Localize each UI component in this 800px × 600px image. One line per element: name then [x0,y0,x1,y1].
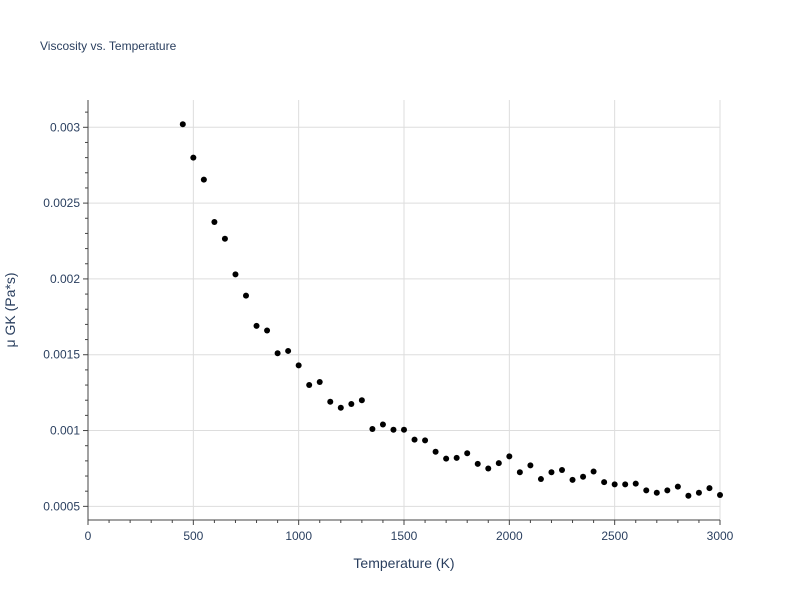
data-point [464,450,471,457]
data-point [706,485,713,492]
data-point [348,401,355,408]
data-point [653,489,660,496]
data-point [643,487,650,494]
data-point [695,489,702,496]
data-point [516,469,523,476]
grid-layer [88,100,721,520]
data-point [337,404,344,411]
y-tick-label: 0.002 [50,272,80,286]
data-point [506,453,513,460]
chart-title: Viscosity vs. Temperature [40,39,177,53]
y-tick-label: 0.0025 [43,196,80,210]
x-axis-title: Temperature (K) [353,555,454,571]
data-point [685,492,692,499]
data-point [211,219,218,226]
data-point [432,448,439,455]
y-tick-label: 0.0015 [43,348,80,362]
data-point [401,426,407,433]
data-point [664,487,671,494]
data-point [274,350,281,357]
data-point [369,426,376,433]
data-point [179,121,186,128]
data-point [443,455,450,462]
data-point [548,469,555,476]
data-point [232,271,239,278]
x-tick-label: 2000 [496,529,523,543]
x-tick-label: 3000 [707,529,734,543]
data-point [243,292,249,299]
data-point [327,398,334,405]
y-axis-title: μ GK (Pa*s) [2,273,18,348]
x-tick-label: 1000 [285,529,312,543]
data-point [569,476,576,483]
x-tick-label: 2500 [601,529,628,543]
data-point [390,426,397,433]
data-point [495,460,502,467]
data-point [253,322,260,329]
data-point [527,462,534,469]
data-point [422,437,429,444]
data-point [190,154,197,161]
x-tick-label: 1500 [391,529,418,543]
y-tick-label: 0.003 [50,120,80,134]
data-point [285,347,292,354]
data-point [316,379,323,386]
x-tick-label: 500 [183,529,203,543]
data-point [200,176,207,183]
data-point [537,476,544,483]
x-tick-label: 0 [85,529,92,543]
data-point [717,491,723,498]
data-point [411,436,418,443]
data-point [453,454,460,461]
data-point [674,483,681,490]
data-point [632,480,639,487]
data-point [264,327,271,334]
data-point [601,479,608,486]
y-tick-label: 0.0005 [43,499,80,513]
data-point [580,473,587,480]
points-layer [179,121,723,499]
data-point [295,362,302,369]
data-point [379,421,386,428]
data-point [559,466,565,473]
data-point [611,481,618,488]
y-tick-label: 0.001 [50,424,80,438]
axis-layer: 0 500 1000 1500 2000 2500 3000 0.0005 0.001 0.001… [43,100,734,543]
data-point [358,397,365,404]
data-point [622,481,629,488]
data-point [474,460,481,467]
data-point [590,468,597,475]
data-point [221,235,228,242]
data-point [485,465,492,472]
data-point [306,382,313,389]
